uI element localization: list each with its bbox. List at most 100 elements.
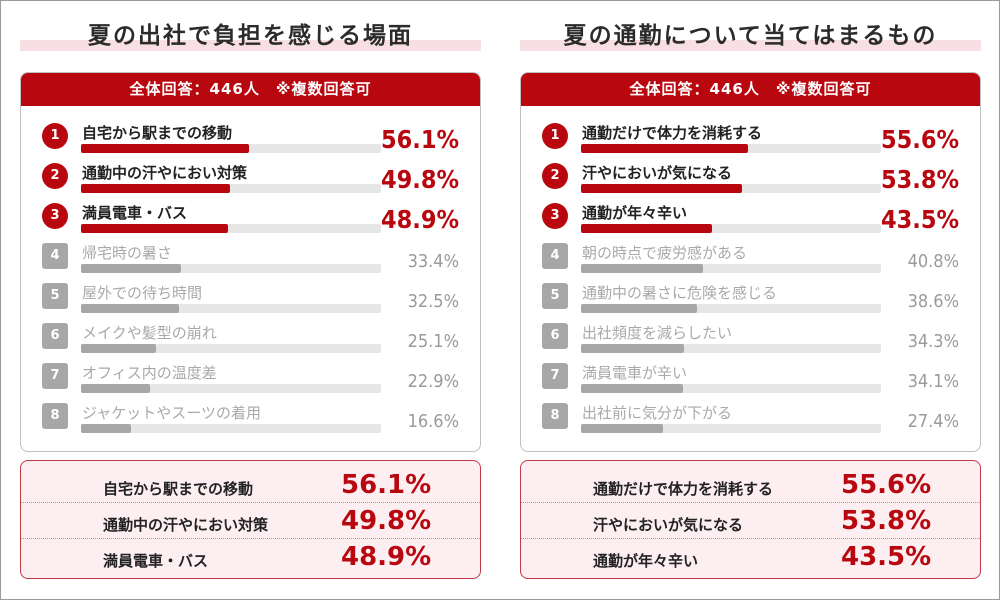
rank-badge: 8: [42, 403, 68, 429]
rank-badge: 3: [542, 203, 568, 229]
bar-row: 7 オフィス内の温度差 22.9%: [21, 357, 480, 397]
bar: [81, 224, 228, 233]
chart-title: 夏の通勤について当てはまるもの: [563, 23, 938, 49]
bar-track: [81, 184, 381, 193]
category-label: 満員電車・バス: [82, 204, 188, 222]
bar-row: 7 満員電車が辛い 34.1%: [521, 357, 980, 397]
ranking-box: 全体回答：446人 ※複数回答可 1 自宅から駅までの移動 56.1% 2 通勤中の汗やに…: [20, 72, 481, 452]
category-label: 満員電車が辛い: [582, 364, 688, 382]
bar: [581, 384, 684, 393]
category-label: 汗やにおいが気になる: [582, 164, 733, 182]
summary-row: 汗やにおいが気になる 53.8%: [521, 503, 980, 539]
summary-row: 通勤が年々辛い 43.5%: [521, 539, 980, 575]
category-label: 通勤だけで体力を消耗する: [582, 124, 763, 142]
category-label: 屋外での待ち時間: [82, 284, 203, 302]
value-label: 27.4%: [907, 411, 959, 432]
bar-track: [581, 144, 881, 153]
bar-track: [81, 384, 381, 393]
bar-track: [81, 424, 381, 433]
summary-row: 満員電車・バス 48.9%: [21, 539, 480, 575]
rank-badge: 2: [542, 163, 568, 189]
rank-badge: 4: [42, 243, 68, 269]
summary-label: 汗やにおいが気になる: [593, 516, 744, 534]
value-label: 55.6%: [880, 125, 959, 154]
bar-row: 1 自宅から駅までの移動 56.1%: [21, 117, 480, 157]
bar: [81, 384, 150, 393]
bar: [581, 184, 743, 193]
value-label: 34.3%: [907, 331, 959, 352]
summary-row: 自宅から駅までの移動 56.1%: [21, 467, 480, 503]
value-label: 40.8%: [907, 251, 959, 272]
value-label: 25.1%: [407, 331, 459, 352]
bar-row: 5 通勤中の暑さに危険を感じる 38.6%: [521, 277, 980, 317]
bar-track: [81, 264, 381, 273]
bar: [81, 264, 182, 273]
category-label: 出社前に気分が下がる: [582, 404, 733, 422]
bar-track: [581, 344, 881, 353]
category-label: 朝の時点で疲労感がある: [582, 244, 748, 262]
value-label: 48.9%: [380, 205, 459, 234]
bar-row: 3 通勤が年々辛い 43.5%: [521, 197, 980, 237]
chart-panel-1: 夏の出社で負担を感じる場面 全体回答：446人 ※複数回答可 1 自宅から駅までの移動…: [20, 0, 481, 600]
bar: [581, 424, 664, 433]
summary-label: 満員電車・バス: [103, 552, 209, 570]
bar-row: 1 通勤だけで体力を消耗する 55.6%: [521, 117, 980, 157]
top3-summary: 通勤だけで体力を消耗する 55.6% 汗やにおいが気になる 53.8% 通勤が年々辛い 4…: [520, 460, 981, 579]
bar: [81, 424, 131, 433]
value-label: 43.5%: [880, 205, 959, 234]
chart-panel-2: 夏の通勤について当てはまるもの全体回答：446人 ※複数回答可 1 通勤だけで体力を…: [520, 0, 981, 600]
summary-value: 55.6%: [841, 470, 932, 500]
bar-track: [81, 144, 381, 153]
chart-title: 夏の出社で負担を感じる場面: [88, 23, 413, 49]
rank-badge: 5: [42, 283, 68, 309]
bar-row: 4 帰宅時の暑さ 33.4%: [21, 237, 480, 277]
bar: [581, 264, 704, 273]
summary-value: 56.1%: [341, 470, 432, 500]
bar-row: 3 満員電車・バス 48.9%: [21, 197, 480, 237]
bar-row: 6 メイクや髪型の崩れ 25.1%: [21, 317, 480, 357]
summary-label: 自宅から駅までの移動: [103, 480, 254, 498]
summary-value: 48.9%: [341, 542, 432, 572]
rank-badge: 2: [42, 163, 68, 189]
ranking-box: 全体回答：446人 ※複数回答可 1 通勤だけで体力を消耗する 55.6% 2 汗やにおい…: [520, 72, 981, 452]
bar-row: 6 出社頻度を減らしたい 34.3%: [521, 317, 980, 357]
rank-badge: 1: [542, 123, 568, 149]
bar-track: [581, 264, 881, 273]
bar-row: 2 通勤中の汗やにおい対策 49.8%: [21, 157, 480, 197]
category-label: 帰宅時の暑さ: [82, 244, 173, 262]
respondent-header: 全体回答：446人 ※複数回答可: [521, 73, 980, 106]
value-label: 16.6%: [407, 411, 459, 432]
bar-row: 4 朝の時点で疲労感がある 40.8%: [521, 237, 980, 277]
value-label: 22.9%: [407, 371, 459, 392]
bar-track: [581, 304, 881, 313]
bar-track: [581, 384, 881, 393]
rank-badge: 7: [42, 363, 68, 389]
bar-row: 8 ジャケットやスーツの着用 16.6%: [21, 397, 480, 437]
title-highlight: [20, 40, 481, 51]
value-label: 34.1%: [907, 371, 959, 392]
title-highlight: [520, 40, 981, 51]
bar: [81, 184, 231, 193]
value-label: 32.5%: [407, 291, 459, 312]
category-label: ジャケットやスーツの着用: [82, 404, 261, 422]
summary-label: 通勤だけで体力を消耗する: [593, 480, 774, 498]
bar-track: [81, 344, 381, 353]
rank-badge: 1: [42, 123, 68, 149]
rank-badge: 4: [542, 243, 568, 269]
category-label: 出社頻度を減らしたい: [582, 324, 733, 342]
category-label: メイクや髪型の崩れ: [82, 324, 217, 342]
bar-track: [581, 424, 881, 433]
bar-row: 2 汗やにおいが気になる 53.8%: [521, 157, 980, 197]
category-label: 通勤中の暑さに危険を感じる: [582, 284, 778, 302]
bar: [81, 344, 157, 353]
top3-summary: 自宅から駅までの移動 56.1% 通勤中の汗やにおい対策 49.8% 満員電車・バス 48…: [20, 460, 481, 579]
value-label: 38.6%: [907, 291, 959, 312]
bar: [81, 304, 179, 313]
summary-value: 49.8%: [341, 506, 432, 536]
rank-badge: 5: [542, 283, 568, 309]
bar-row: 5 屋外での待ち時間 32.5%: [21, 277, 480, 317]
value-label: 56.1%: [380, 125, 459, 154]
bar: [581, 224, 712, 233]
value-label: 33.4%: [407, 251, 459, 272]
bar-track: [81, 224, 381, 233]
